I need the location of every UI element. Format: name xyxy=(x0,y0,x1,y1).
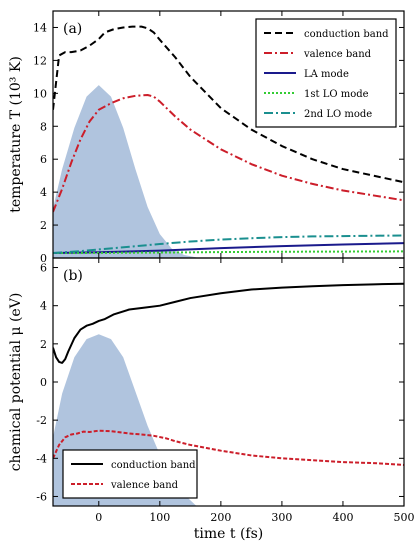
x-axis-label: time t (fs) xyxy=(194,526,263,542)
y-tick-label: 12 xyxy=(33,54,47,67)
legend-label: 2nd LO mode xyxy=(304,109,372,120)
y-tick-label: 10 xyxy=(33,87,47,100)
panel-b: -6 -4 -2 0 2 4 6 0 100 200 300 400 500 (b) chemical po… xyxy=(8,257,415,542)
legend-label: LA mode xyxy=(304,69,349,80)
legend-label: 1st LO mode xyxy=(304,89,369,100)
series-line-conduction-band xyxy=(53,282,404,364)
laser-pulse-area xyxy=(53,85,197,258)
y-tick-label: -4 xyxy=(36,452,47,465)
y-tick-label: 0 xyxy=(40,376,47,389)
y-tick-label: 14 xyxy=(33,21,47,34)
legend-label: valence band xyxy=(110,480,179,491)
x-tick-label: 0 xyxy=(95,511,102,524)
legend-label: conduction band xyxy=(111,460,196,471)
y-tick-label: 0 xyxy=(40,252,47,265)
legend-box xyxy=(62,449,198,499)
series-line-conduction-band xyxy=(53,25,404,184)
y-tick-label: -6 xyxy=(36,490,47,503)
y-tick-label: 6 xyxy=(40,262,47,275)
legend-label: valence band xyxy=(303,49,372,60)
y-tick-label: -2 xyxy=(36,414,47,427)
series-line-valence-band xyxy=(53,93,404,213)
y-tick-label: 8 xyxy=(40,120,47,133)
y-tick-label: 6 xyxy=(40,153,47,166)
y-tick-label: 4 xyxy=(40,186,47,199)
panel-a: 0 2 4 6 8 10 12 14 (a) temperature T (10³ K) condu… xyxy=(8,10,405,265)
x-tick-label: 200 xyxy=(210,511,231,524)
x-tick-label: 300 xyxy=(271,511,292,524)
y-tick-label: 4 xyxy=(40,300,47,313)
legend: conduction band valence band LA mode 1st LO… xyxy=(255,18,397,128)
panel-label: (b) xyxy=(63,268,83,284)
legend: conduction band valence band xyxy=(62,449,198,499)
y-axis-label: chemical potential μ (eV) xyxy=(8,293,24,472)
series-line-1st-lo-mode xyxy=(53,250,404,255)
legend-label: conduction band xyxy=(304,29,389,40)
y-tick-label: 2 xyxy=(40,219,47,232)
x-tick-label: 500 xyxy=(394,511,415,524)
series-line-2nd-lo-mode xyxy=(53,234,404,255)
series-line-valence-band xyxy=(53,429,404,466)
panel-label: (a) xyxy=(63,21,82,37)
x-tick-label: 100 xyxy=(149,511,170,524)
x-tick-label: 400 xyxy=(332,511,353,524)
y-tick-label: 2 xyxy=(40,338,47,351)
y-axis-label: temperature T (10³ K) xyxy=(8,56,24,213)
